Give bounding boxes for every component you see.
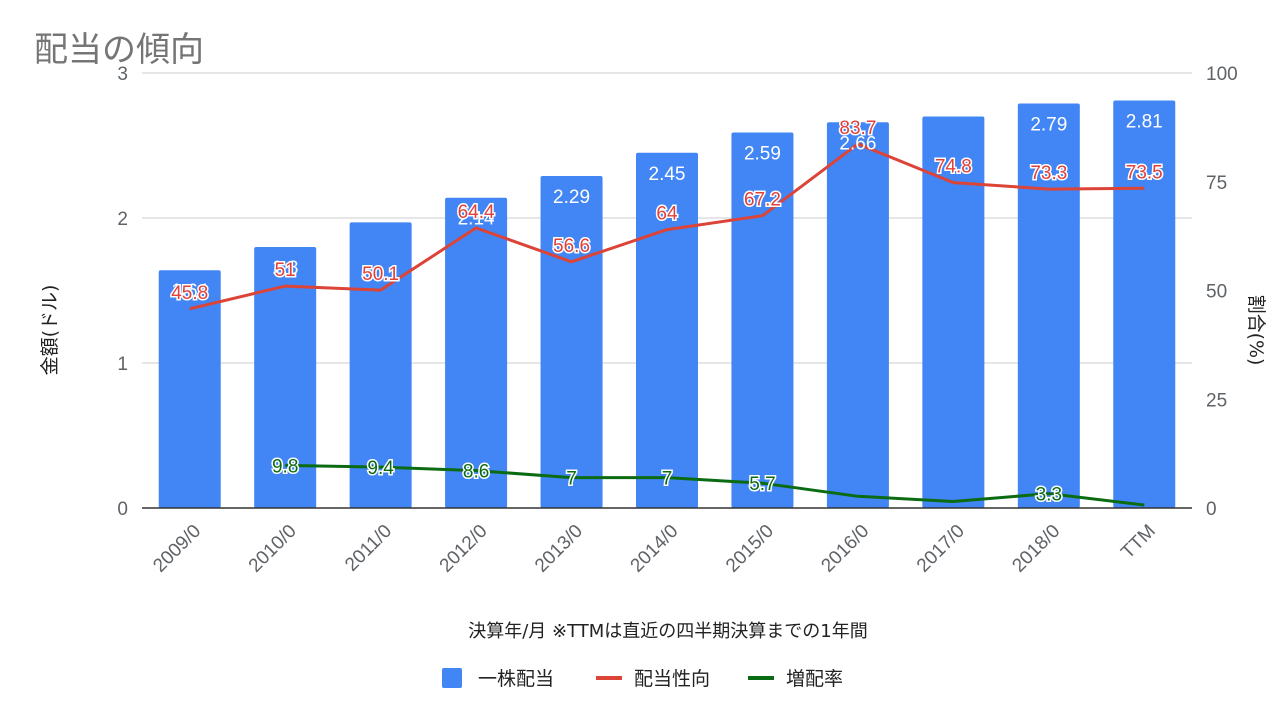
y-right-tick-label: 50 xyxy=(1206,282,1227,303)
dividend-growth-line xyxy=(285,463,1145,507)
bar xyxy=(1113,100,1176,509)
x-tick-label: 2015/0 xyxy=(722,521,778,577)
x-tick-label: 2017/0 xyxy=(913,521,969,577)
x-tick-label: TTM xyxy=(1117,521,1159,563)
y-right-tick-label: 75 xyxy=(1206,173,1227,194)
bar xyxy=(922,116,985,508)
bar-data-label: 2.79 xyxy=(1030,114,1067,135)
bar-data-label: 2.81 xyxy=(1126,112,1163,133)
x-tick-label: 2012/0 xyxy=(436,521,492,577)
line-series xyxy=(189,142,1145,507)
legend-swatch-bar xyxy=(442,668,462,688)
legend-swatch-line xyxy=(596,676,622,680)
payout-ratio-label: 74.8 xyxy=(935,157,972,178)
bar xyxy=(540,175,603,508)
bar-data-label: 1.64 xyxy=(171,281,208,302)
dividend-growth-label: 7 xyxy=(566,469,577,490)
bar-data-label: 2.29 xyxy=(553,187,590,208)
bar xyxy=(349,222,412,508)
legend-label: 増配率 xyxy=(786,668,843,690)
y-right-tick-label: 25 xyxy=(1206,390,1227,411)
x-tick-label: 2009/0 xyxy=(149,521,205,577)
payout-ratio-label: 73.5 xyxy=(1126,162,1163,183)
x-tick-label: 2014/0 xyxy=(627,521,683,577)
dividend-growth-label: 9.4 xyxy=(367,458,394,479)
payout-ratio-label: 83.7 xyxy=(839,118,876,139)
legend-swatch-line xyxy=(748,676,774,680)
bar-series xyxy=(158,100,1176,509)
bar-data-label: 2.66 xyxy=(839,133,876,154)
bar xyxy=(254,247,317,508)
bar xyxy=(636,152,698,508)
payout-ratio-label: 45.8 xyxy=(171,283,208,304)
payout-ratio-label: 64.4 xyxy=(458,202,495,223)
bar-data-label: 2.14 xyxy=(458,209,495,230)
payout-ratio-label: 67.2 xyxy=(744,190,781,211)
x-tick-label: 2011/0 xyxy=(341,521,396,576)
payout-ratio-label: 50.1 xyxy=(362,264,399,285)
x-tick-label: 2013/0 xyxy=(531,521,587,577)
bar xyxy=(731,132,794,508)
bar xyxy=(158,270,221,508)
legend-label: 配当性向 xyxy=(634,668,710,690)
payout-ratio-label: 64 xyxy=(656,204,678,225)
y-left-tick-label: 1 xyxy=(117,354,128,375)
bar-data-label: 2.45 xyxy=(649,164,686,185)
bar xyxy=(445,197,508,508)
payout-ratio-label: 51 xyxy=(275,260,296,281)
legend-label: 一株配当 xyxy=(478,668,554,690)
dividend-growth-label: 7 xyxy=(662,469,673,490)
bar-data-label: 1.8 xyxy=(272,258,298,279)
bar xyxy=(1017,103,1080,508)
payout-ratio-line xyxy=(189,142,1145,311)
dividend-growth-label: 9.8 xyxy=(272,456,298,477)
dividend-growth-label: 5.7 xyxy=(749,474,775,495)
y-left-tick-label: 2 xyxy=(117,209,128,230)
data-labels: 1.64 1.8 2.14 2.29 2.45 2.59 2.66 2.79 2.81 45.8 5… xyxy=(170,112,1165,508)
payout-ratio-label: 56.6 xyxy=(553,236,590,257)
chart-title: 配当の傾向 xyxy=(34,30,204,70)
dividend-growth-label: 3.3 xyxy=(1036,485,1062,506)
legend: 一株配当 配当性向 増配率 xyxy=(442,668,843,690)
y-axis-left-title: 金額(ドル) xyxy=(39,285,61,376)
bar xyxy=(826,122,889,509)
y-left-tick-label: 3 xyxy=(117,64,128,85)
x-tick-label: 2016/0 xyxy=(817,521,873,577)
x-tick-label: 2010/0 xyxy=(245,521,301,577)
y-right-tick-label: 100 xyxy=(1206,64,1238,85)
payout-ratio-label: 73.3 xyxy=(1030,163,1067,184)
y-axis-right-title: 割合(%) xyxy=(1245,295,1267,366)
x-axis-title: 決算年/月 ※TTMは直近の四半期決算までの1年間 xyxy=(468,621,868,642)
x-tick-label: 2018/0 xyxy=(1008,521,1064,577)
dividend-growth-label: 8.6 xyxy=(463,462,489,483)
y-right-tick-label: 0 xyxy=(1206,499,1217,520)
bar-data-label: 2.59 xyxy=(744,143,781,164)
y-left-tick-label: 0 xyxy=(117,499,128,520)
